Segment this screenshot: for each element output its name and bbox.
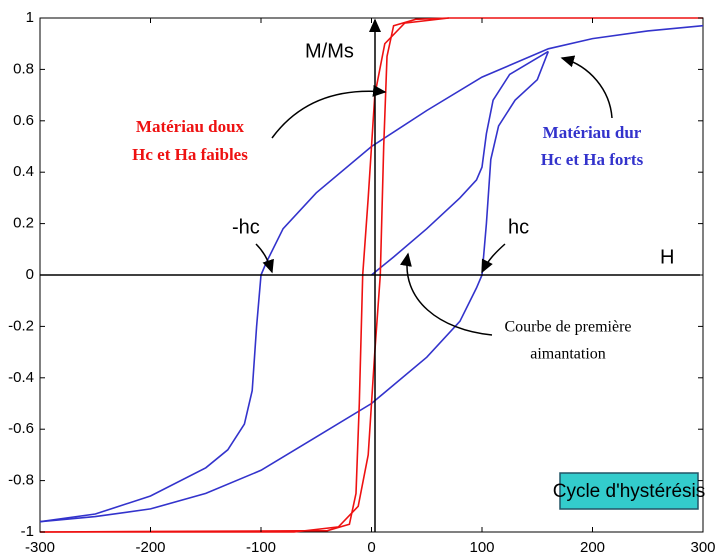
y-tick-label: 0.8 <box>13 60 34 77</box>
y-tick-label: -0.6 <box>8 420 34 437</box>
x-tick-label: 100 <box>469 539 494 556</box>
curve <box>39 17 703 533</box>
annotation: Hc et Ha forts <box>541 150 644 169</box>
curve <box>370 50 549 276</box>
label-box <box>559 472 699 510</box>
x-axis-label: H <box>660 246 674 268</box>
y-tick-label: 0.4 <box>13 163 34 180</box>
arrow <box>255 243 274 274</box>
x-tick-label: -100 <box>246 539 276 556</box>
y-tick-label: 1 <box>26 9 34 26</box>
y-tick-label: -0.2 <box>8 317 34 334</box>
y-tick-label: 0.6 <box>13 112 34 129</box>
annotation: Courbe de première <box>504 319 631 336</box>
arrow <box>481 243 506 274</box>
y-axis-label: M/Ms <box>305 40 354 62</box>
x-tick-label: 300 <box>690 539 715 556</box>
y-tick-label: 0.2 <box>13 215 34 232</box>
x-tick-label: -300 <box>25 539 55 556</box>
arrow <box>560 55 613 119</box>
annotation: hc <box>508 216 529 238</box>
annotation: Matériau doux <box>136 117 245 136</box>
curves <box>39 17 704 533</box>
y-tick-label: -1 <box>21 523 34 540</box>
arrow <box>271 84 387 139</box>
x-tick-label: 0 <box>367 539 375 556</box>
x-tick-label: -200 <box>135 539 165 556</box>
y-tick-label: -0.8 <box>8 472 34 489</box>
y-tick-label: 0 <box>26 266 34 283</box>
annotation: Hc et Ha faibles <box>132 145 248 164</box>
box-label: Cycle d'hystérésis <box>553 481 706 502</box>
curve <box>39 51 550 523</box>
curve <box>40 17 449 533</box>
annotation: Matériau dur <box>543 123 642 142</box>
x-tick-label: 200 <box>580 539 605 556</box>
annotation: aimantation <box>530 346 606 363</box>
arrow <box>400 252 493 336</box>
annotation: -hc <box>232 216 260 238</box>
y-tick-label: -0.4 <box>8 369 34 386</box>
